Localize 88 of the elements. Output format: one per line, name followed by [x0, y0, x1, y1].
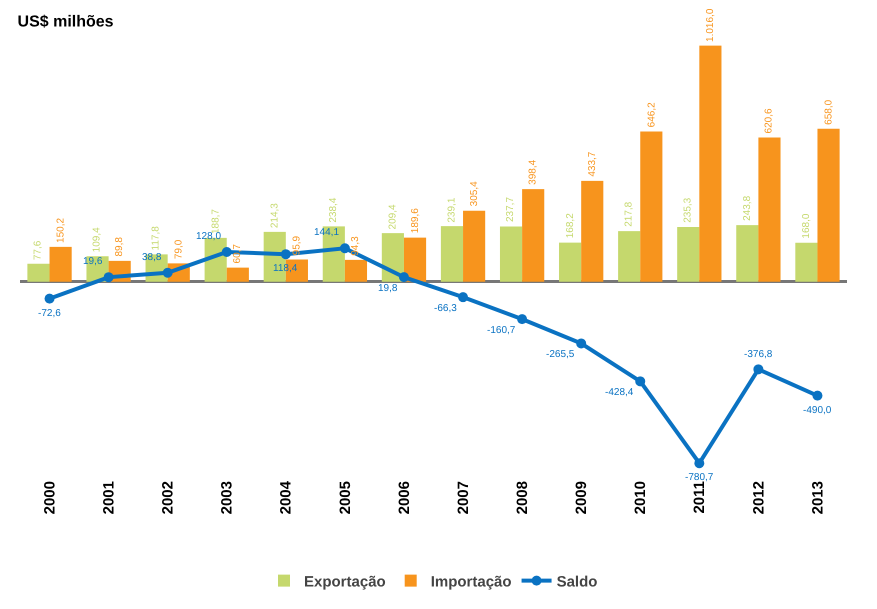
- x-tick-label: 2010: [632, 481, 650, 514]
- point: [340, 243, 350, 254]
- bar: [500, 226, 522, 282]
- point: [753, 364, 764, 374]
- data-label: 89,8: [114, 236, 125, 257]
- bar: [27, 264, 50, 282]
- x-tick-label: 2005: [336, 481, 354, 514]
- data-label: 94,3: [350, 236, 362, 256]
- data-label: -780,7: [685, 472, 714, 483]
- bar: [758, 137, 781, 282]
- data-label: 95,9: [291, 235, 302, 256]
- bar: [226, 268, 249, 282]
- data-label: 150,2: [55, 217, 66, 243]
- data-label: 217,8: [624, 201, 635, 227]
- x-tick-label: 2009: [573, 481, 590, 514]
- bar: [463, 210, 486, 282]
- point: [162, 268, 173, 278]
- x-tick-label: 2011: [691, 481, 708, 514]
- point: [458, 292, 468, 302]
- data-label: 243,8: [742, 195, 753, 221]
- data-label: 238,4: [328, 197, 339, 223]
- data-label: 305,4: [468, 180, 480, 206]
- bar: [344, 260, 368, 282]
- x-tick-label: 2003: [218, 481, 236, 514]
- point: [517, 314, 528, 324]
- data-label: -428,4: [605, 387, 634, 398]
- x-tick-label: 2012: [750, 481, 768, 514]
- data-label: 214,3: [269, 202, 280, 228]
- data-label: 77,6: [32, 240, 44, 260]
- point: [576, 338, 586, 348]
- point: [398, 272, 409, 282]
- data-label: -490,0: [803, 405, 832, 416]
- bar: [677, 227, 700, 282]
- data-label: 1.016,0: [704, 8, 716, 42]
- x-tick-label: 2001: [100, 481, 118, 514]
- data-label: 79,0: [173, 239, 184, 260]
- data-label: 168,2: [564, 212, 576, 238]
- x-tick-label: 2006: [396, 481, 413, 514]
- data-label: 168,0: [801, 213, 812, 239]
- data-label: 433,7: [586, 151, 598, 177]
- x-tick-label: 2000: [41, 481, 58, 514]
- bar: [640, 132, 662, 282]
- data-label: -72,6: [38, 308, 62, 319]
- data-label: 398,4: [528, 159, 539, 185]
- data-label: 658,0: [823, 99, 834, 125]
- bar: [559, 242, 582, 282]
- point: [635, 376, 646, 386]
- bar: [50, 246, 72, 282]
- data-label: 189,6: [410, 208, 421, 234]
- point: [44, 294, 55, 304]
- data-label: 620,6: [763, 108, 774, 134]
- bar: [522, 189, 544, 282]
- point: [104, 272, 114, 282]
- bar: [440, 226, 464, 282]
- x-tick-label: 2002: [160, 481, 177, 514]
- legend-label: Saldo: [556, 574, 598, 590]
- data-label: -265,5: [546, 349, 575, 360]
- data-label: 237,7: [505, 196, 516, 222]
- data-label: 239,1: [446, 197, 458, 223]
- data-label: -376,8: [744, 349, 773, 360]
- point: [222, 246, 232, 257]
- bar: [618, 231, 640, 282]
- bar: [404, 238, 426, 282]
- data-label: -160,7: [487, 325, 516, 336]
- legend-label: Exportação: [304, 574, 386, 590]
- bar: [699, 46, 722, 282]
- point: [694, 458, 704, 468]
- bar: [795, 242, 818, 282]
- data-label: 19,8: [378, 283, 398, 294]
- x-tick-label: 2008: [514, 481, 531, 514]
- point: [280, 249, 291, 260]
- legend-label: Importação: [430, 574, 512, 590]
- data-label: -66,3: [434, 303, 458, 314]
- data-label: 118,4: [273, 263, 298, 274]
- data-label: 646,2: [646, 102, 658, 128]
- x-tick-label: 2004: [278, 480, 295, 514]
- chart-title: US$ milhões: [18, 13, 114, 30]
- bar: [736, 225, 758, 282]
- x-tick-label: 2007: [454, 481, 472, 514]
- bar: [817, 128, 840, 282]
- point: [812, 390, 822, 401]
- x-tick-label: 2013: [809, 481, 826, 514]
- bar: [581, 180, 604, 282]
- data-label: 60,7: [232, 244, 244, 264]
- data-label: 109,4: [92, 226, 103, 252]
- data-label: 209,4: [387, 204, 398, 230]
- data-label: 235,3: [682, 197, 694, 223]
- data-label: 117,8: [150, 226, 162, 250]
